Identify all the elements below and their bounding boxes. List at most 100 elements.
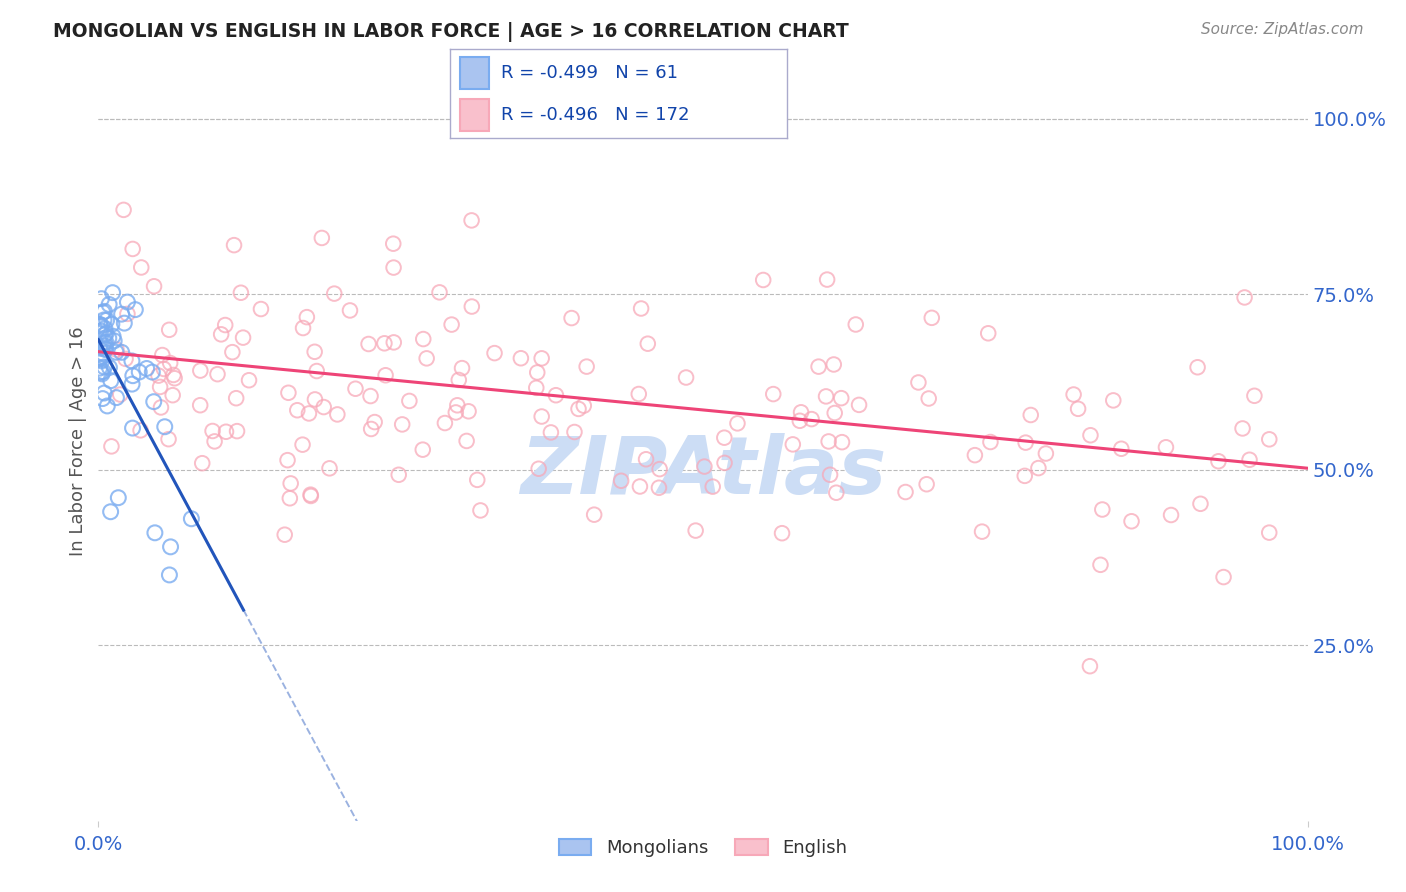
Point xyxy=(727,417,749,431)
Point xyxy=(305,364,328,378)
Point xyxy=(299,489,322,503)
Point xyxy=(382,335,405,350)
Point xyxy=(121,421,143,435)
Point xyxy=(817,434,839,449)
Point xyxy=(527,461,550,475)
Point xyxy=(1121,514,1143,528)
Point xyxy=(149,401,172,415)
Point xyxy=(1243,389,1265,403)
Point xyxy=(111,345,134,359)
Point xyxy=(907,376,929,390)
Point xyxy=(1067,401,1090,416)
Point xyxy=(484,346,506,360)
Point xyxy=(1233,290,1256,304)
Point xyxy=(818,467,841,482)
Point xyxy=(94,342,117,356)
Point xyxy=(830,391,852,405)
Point xyxy=(101,285,124,300)
Text: Source: ZipAtlas.com: Source: ZipAtlas.com xyxy=(1201,22,1364,37)
Point xyxy=(564,425,586,439)
Point xyxy=(457,404,479,418)
FancyBboxPatch shape xyxy=(460,99,489,131)
Point xyxy=(382,260,405,275)
Point xyxy=(1258,433,1281,447)
Point xyxy=(162,388,184,402)
Point xyxy=(141,365,163,379)
Point xyxy=(148,368,170,383)
Point xyxy=(149,380,172,394)
Point xyxy=(96,313,118,327)
Point xyxy=(918,392,941,406)
Point xyxy=(675,370,697,384)
Point xyxy=(323,286,346,301)
Point xyxy=(752,273,775,287)
Point xyxy=(824,406,846,420)
Point xyxy=(970,524,993,539)
Point xyxy=(1154,440,1177,454)
Point xyxy=(238,373,260,387)
Point xyxy=(318,461,340,475)
Point xyxy=(150,348,173,362)
Point xyxy=(360,422,382,436)
Point xyxy=(91,392,114,406)
Point xyxy=(191,456,214,470)
Point xyxy=(825,485,848,500)
Point xyxy=(1035,446,1057,460)
Point xyxy=(713,431,735,445)
Point xyxy=(93,359,115,374)
Point xyxy=(634,452,657,467)
Point xyxy=(285,403,308,417)
Point xyxy=(447,373,470,387)
Point xyxy=(143,279,166,293)
Point xyxy=(693,459,716,474)
Point xyxy=(583,508,606,522)
Point xyxy=(572,399,595,413)
Point xyxy=(98,297,121,311)
Point xyxy=(91,349,114,363)
Point xyxy=(1080,428,1102,442)
Point xyxy=(100,439,122,453)
Point xyxy=(93,335,115,350)
Point xyxy=(153,362,176,376)
Point xyxy=(391,417,413,432)
Point xyxy=(250,301,273,316)
Point xyxy=(292,321,315,335)
Text: MONGOLIAN VS ENGLISH IN LABOR FORCE | AGE > 16 CORRELATION CHART: MONGOLIAN VS ENGLISH IN LABOR FORCE | AG… xyxy=(53,22,849,42)
Point xyxy=(1014,468,1036,483)
Point xyxy=(91,346,114,360)
Point xyxy=(567,401,589,416)
Point xyxy=(1063,387,1085,401)
Point xyxy=(209,327,232,342)
Point xyxy=(374,368,396,383)
Point xyxy=(465,473,488,487)
Point xyxy=(762,387,785,401)
Point xyxy=(456,434,478,448)
Point xyxy=(360,389,382,403)
Point xyxy=(433,416,456,430)
Point xyxy=(977,326,1000,341)
Point xyxy=(627,387,650,401)
Point xyxy=(628,479,651,493)
Legend: Mongolians, English: Mongolians, English xyxy=(551,832,855,864)
Point xyxy=(229,285,252,300)
Point xyxy=(93,386,115,401)
Point xyxy=(96,399,118,413)
Point xyxy=(90,318,112,333)
Point xyxy=(1090,558,1112,572)
Point xyxy=(89,341,111,355)
Point xyxy=(398,393,420,408)
Point xyxy=(1091,502,1114,516)
Point xyxy=(789,414,811,428)
Point xyxy=(979,435,1001,450)
Point xyxy=(226,424,249,438)
Point xyxy=(91,305,114,319)
Point xyxy=(103,334,125,348)
Point xyxy=(89,351,111,366)
Point xyxy=(1019,408,1042,422)
Point xyxy=(222,238,245,252)
Point xyxy=(713,456,735,470)
Point xyxy=(357,337,380,351)
Point xyxy=(685,524,707,538)
Point xyxy=(295,310,318,325)
Point xyxy=(278,491,301,506)
